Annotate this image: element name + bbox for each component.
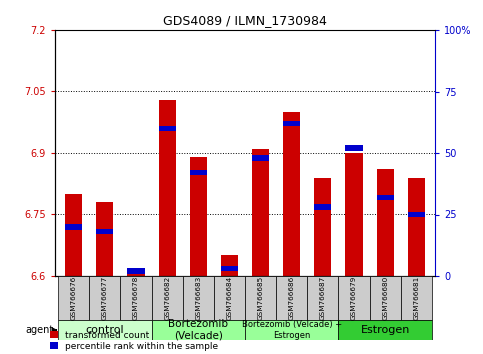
Text: GSM766677: GSM766677 <box>102 276 108 320</box>
Bar <box>377 195 394 200</box>
Legend: transformed count, percentile rank within the sample: transformed count, percentile rank withi… <box>50 331 218 351</box>
Text: agent: agent <box>25 325 54 335</box>
Bar <box>401 276 432 320</box>
Text: GSM766679: GSM766679 <box>351 276 357 320</box>
Bar <box>245 320 339 340</box>
Bar <box>58 276 89 320</box>
Bar <box>408 178 425 276</box>
Bar <box>245 276 276 320</box>
Text: Estrogen: Estrogen <box>360 325 410 335</box>
Text: GSM766676: GSM766676 <box>71 276 77 320</box>
Bar <box>96 202 114 276</box>
Text: control: control <box>85 325 124 335</box>
Bar <box>128 272 144 276</box>
Bar <box>369 276 401 320</box>
Bar <box>314 204 331 210</box>
Bar <box>65 194 82 276</box>
Bar <box>152 276 183 320</box>
Bar <box>190 157 207 276</box>
Bar <box>252 155 269 161</box>
Title: GDS4089 / ILMN_1730984: GDS4089 / ILMN_1730984 <box>163 15 327 28</box>
Bar <box>183 276 214 320</box>
Bar <box>307 276 339 320</box>
Text: Bortezomib
(Velcade): Bortezomib (Velcade) <box>168 319 228 341</box>
Text: GSM766686: GSM766686 <box>289 276 295 320</box>
Bar <box>377 170 394 276</box>
Text: GSM766680: GSM766680 <box>382 276 388 320</box>
Bar <box>152 320 245 340</box>
Bar <box>221 256 238 276</box>
Bar <box>339 320 432 340</box>
Bar <box>345 145 363 151</box>
Bar <box>314 178 331 276</box>
Text: GSM766678: GSM766678 <box>133 276 139 320</box>
Bar <box>339 276 369 320</box>
Bar <box>190 170 207 175</box>
Text: GSM766687: GSM766687 <box>320 276 326 320</box>
Bar <box>276 276 307 320</box>
Text: GSM766682: GSM766682 <box>164 276 170 320</box>
Text: Bortezomib (Velcade) +
Estrogen: Bortezomib (Velcade) + Estrogen <box>242 320 342 340</box>
Bar <box>65 224 82 229</box>
Text: GSM766683: GSM766683 <box>195 276 201 320</box>
Bar <box>58 320 152 340</box>
Bar <box>158 100 176 276</box>
Bar <box>345 153 363 276</box>
Bar <box>408 212 425 217</box>
Text: GSM766685: GSM766685 <box>257 276 264 320</box>
Bar <box>252 149 269 276</box>
Bar <box>96 229 114 234</box>
Bar <box>158 126 176 131</box>
Bar <box>214 276 245 320</box>
Text: GSM766681: GSM766681 <box>413 276 419 320</box>
Bar <box>221 266 238 271</box>
Bar <box>283 121 300 126</box>
Bar <box>128 268 144 274</box>
Bar <box>120 276 152 320</box>
Bar <box>283 112 300 276</box>
Text: GSM766684: GSM766684 <box>227 276 232 320</box>
Bar <box>89 276 120 320</box>
